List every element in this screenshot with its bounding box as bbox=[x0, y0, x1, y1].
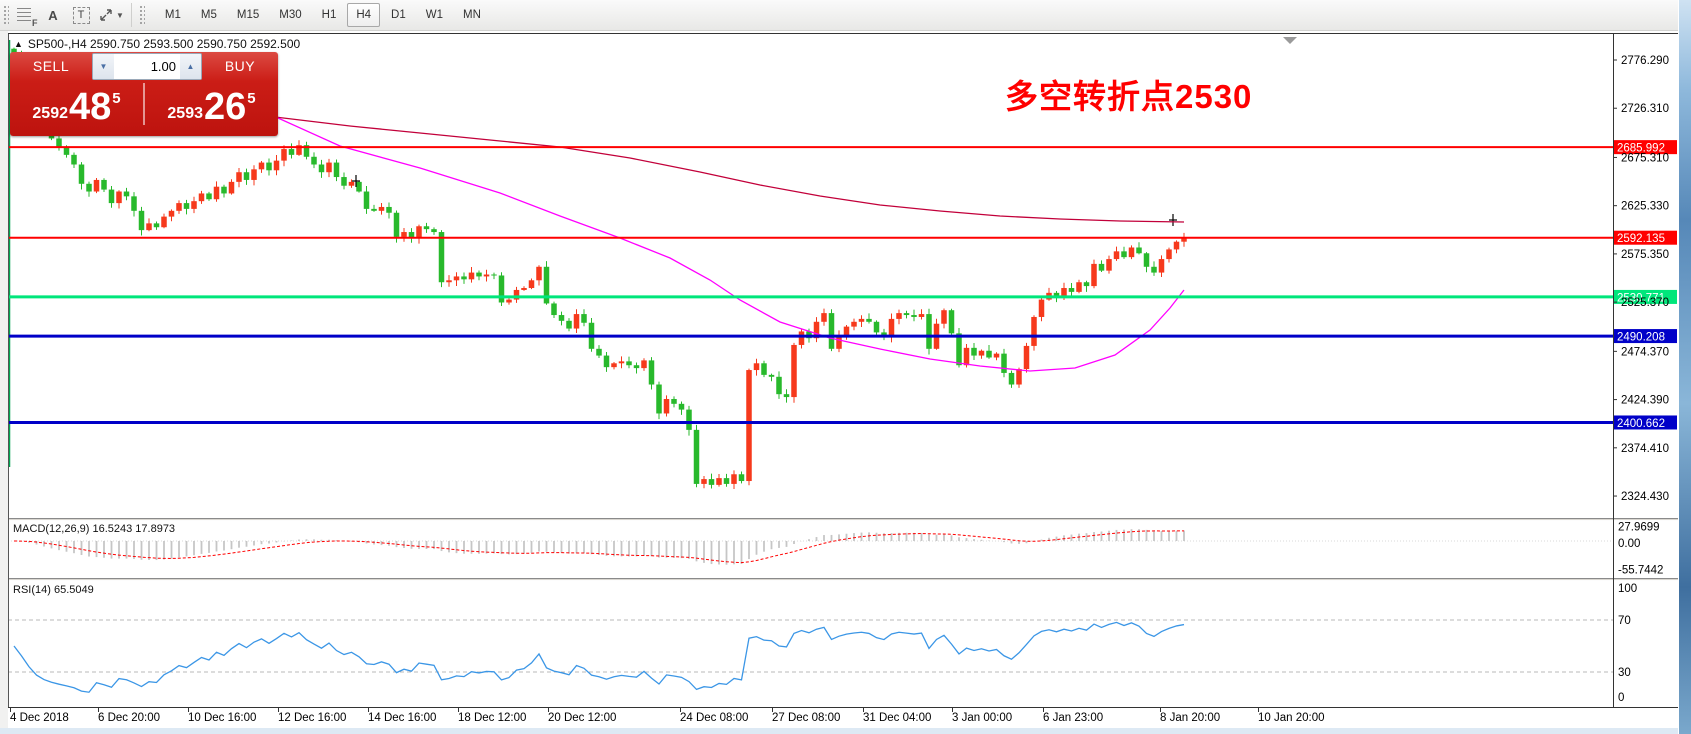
date-tick-label: 10 Dec 16:00 bbox=[188, 712, 256, 724]
timeframe-button-m5[interactable]: M5 bbox=[200, 9, 217, 21]
price-badge-2592.135[interactable] bbox=[1614, 230, 1677, 245]
window-bottom-edge bbox=[0, 728, 1678, 734]
toolbar-separator bbox=[130, 3, 132, 27]
fibonacci-icon: F bbox=[16, 7, 38, 28]
one-click-trade-panel: SELL ▼ ▲ BUY 2592 48 5 2593 26 5 bbox=[10, 52, 278, 136]
svg-text:2400.662: 2400.662 bbox=[1617, 418, 1665, 430]
timeframe-button-m15[interactable]: M15 bbox=[236, 9, 260, 21]
date-tick-label: 12 Dec 16:00 bbox=[278, 712, 346, 724]
macd-indicator-label: MACD(12,26,9) 16.5243 17.8973 bbox=[13, 523, 176, 535]
volume-input[interactable] bbox=[114, 53, 180, 79]
price-tick-label: 2424.390 bbox=[1621, 395, 1669, 407]
panel-divider bbox=[143, 83, 145, 125]
toolbar: F A T ▼ M1 M5 M15 M30 H1 H4 D1 W1 MN bbox=[0, 0, 1678, 31]
rsi-axis-label: 100 bbox=[1618, 583, 1637, 595]
svg-text:2490.208: 2490.208 bbox=[1617, 332, 1665, 344]
timeframe-button-h4[interactable]: H4 bbox=[347, 3, 381, 27]
ma-slow-line bbox=[274, 116, 1185, 223]
rsi-axis-label: 0 bbox=[1618, 692, 1624, 704]
symbol-ohlc-text: SP500-,H4 2590.750 2593.500 2590.750 259… bbox=[27, 37, 301, 51]
date-tick-label: 31 Dec 04:00 bbox=[863, 712, 931, 724]
price-tick-label: 2776.290 bbox=[1621, 55, 1669, 67]
svg-text:2592.135: 2592.135 bbox=[1617, 233, 1665, 245]
volume-increase-button[interactable]: ▲ bbox=[180, 53, 201, 79]
price-badge-2490.208[interactable] bbox=[1614, 329, 1677, 344]
price-tick-label: 2474.370 bbox=[1621, 346, 1669, 358]
timeframe-button-m1[interactable]: M1 bbox=[164, 9, 181, 21]
buy-price-sup: 5 bbox=[247, 89, 256, 107]
dropdown-caret-icon: ▼ bbox=[116, 10, 124, 20]
rsi-axis-label: 70 bbox=[1618, 615, 1631, 627]
macd-signal-line bbox=[13, 530, 1185, 564]
svg-text:2685.992: 2685.992 bbox=[1617, 143, 1665, 155]
arrows-icon bbox=[100, 9, 112, 21]
timeframe-buttons: M1 M5 M15 M30 H1 H4 D1 W1 MN bbox=[155, 3, 491, 27]
window-right-edge bbox=[1678, 0, 1691, 734]
toolbar-grip[interactable] bbox=[2, 4, 9, 26]
macd-axis-label: -55.7442 bbox=[1618, 564, 1663, 576]
chart-text-annotation[interactable]: 多空转折点2530 bbox=[1005, 78, 1253, 115]
rsi-line bbox=[13, 621, 1185, 693]
price-tick-label: 2675.310 bbox=[1621, 152, 1669, 164]
date-tick-label: 4 Dec 2018 bbox=[10, 712, 69, 724]
timeframe-button-w1[interactable]: W1 bbox=[425, 9, 443, 21]
price-badge-2530.771[interactable] bbox=[1614, 289, 1677, 304]
window-left-edge bbox=[0, 0, 8, 734]
date-tick-label: 3 Jan 00:00 bbox=[952, 712, 1012, 724]
rsi-indicator-label: RSI(14) 65.5049 bbox=[13, 584, 94, 596]
sell-price-big: 48 bbox=[68, 86, 112, 128]
rsi-axis-label: 30 bbox=[1618, 667, 1631, 679]
timeframe-toolbar-grip[interactable] bbox=[137, 4, 145, 26]
macd-axis-label: 27.9699 bbox=[1618, 522, 1660, 534]
svg-text:2530.771: 2530.771 bbox=[1617, 292, 1665, 304]
timeframe-button-m30[interactable]: M30 bbox=[279, 9, 302, 21]
buy-price-big: 26 bbox=[203, 86, 247, 128]
text-tool-icon: T bbox=[72, 6, 90, 24]
date-tick-label: 6 Jan 23:00 bbox=[1043, 712, 1103, 724]
price-tick-label: 2625.330 bbox=[1621, 201, 1669, 213]
date-tick-label: 24 Dec 08:00 bbox=[680, 712, 748, 724]
date-tick-label: 20 Dec 12:00 bbox=[548, 712, 616, 724]
candles bbox=[11, 47, 1187, 490]
price-tick-label: 2726.310 bbox=[1621, 103, 1669, 115]
chart-ohlc-header: ▲ SP500-,H4 2590.750 2593.500 2590.750 2… bbox=[14, 37, 300, 51]
price-badge-2400.662[interactable] bbox=[1614, 415, 1677, 430]
arrows-tool-button[interactable]: ▼ bbox=[97, 3, 125, 27]
sell-label[interactable]: SELL bbox=[32, 57, 70, 74]
date-tick-label: 10 Jan 20:00 bbox=[1258, 712, 1325, 724]
text-label-tool-button[interactable]: A bbox=[48, 7, 58, 23]
date-tick-label: 8 Jan 20:00 bbox=[1160, 712, 1220, 724]
date-tick-label: 27 Dec 08:00 bbox=[772, 712, 840, 724]
price-tick-label: 2525.370 bbox=[1621, 297, 1669, 309]
date-tick-label: 18 Dec 12:00 bbox=[458, 712, 526, 724]
sell-price-sup: 5 bbox=[112, 89, 121, 107]
price-tick-label: 2374.410 bbox=[1621, 443, 1669, 455]
timeframe-button-h1[interactable]: H1 bbox=[321, 9, 337, 21]
chart-shift-marker-icon[interactable] bbox=[1283, 37, 1297, 44]
fibonacci-tool-button[interactable]: F bbox=[13, 3, 38, 28]
timeframe-button-d1[interactable]: D1 bbox=[391, 9, 406, 21]
price-tick-label: 2575.350 bbox=[1621, 249, 1669, 261]
ma-fast-line bbox=[277, 117, 1185, 372]
sell-price-button[interactable]: 2592 48 5 bbox=[10, 79, 143, 135]
text-tool-button[interactable]: T bbox=[69, 3, 93, 27]
symbol-collapse-icon[interactable]: ▲ bbox=[14, 39, 23, 49]
volume-decrease-button[interactable]: ▼ bbox=[93, 53, 114, 79]
price-tick-label: 2324.430 bbox=[1621, 491, 1669, 503]
volume-box: ▼ ▲ bbox=[92, 52, 202, 80]
date-tick-label: 14 Dec 16:00 bbox=[368, 712, 436, 724]
macd-axis-label: 0.00 bbox=[1618, 538, 1640, 550]
buy-price-button[interactable]: 2593 26 5 bbox=[145, 79, 278, 135]
timeframe-button-mn[interactable]: MN bbox=[463, 9, 481, 21]
date-tick-label: 6 Dec 20:00 bbox=[98, 712, 160, 724]
buy-label[interactable]: BUY bbox=[224, 57, 256, 74]
sell-price-stem: 2592 bbox=[32, 105, 68, 122]
price-badge-2685.992[interactable] bbox=[1614, 140, 1677, 155]
buy-price-stem: 2593 bbox=[167, 105, 203, 122]
